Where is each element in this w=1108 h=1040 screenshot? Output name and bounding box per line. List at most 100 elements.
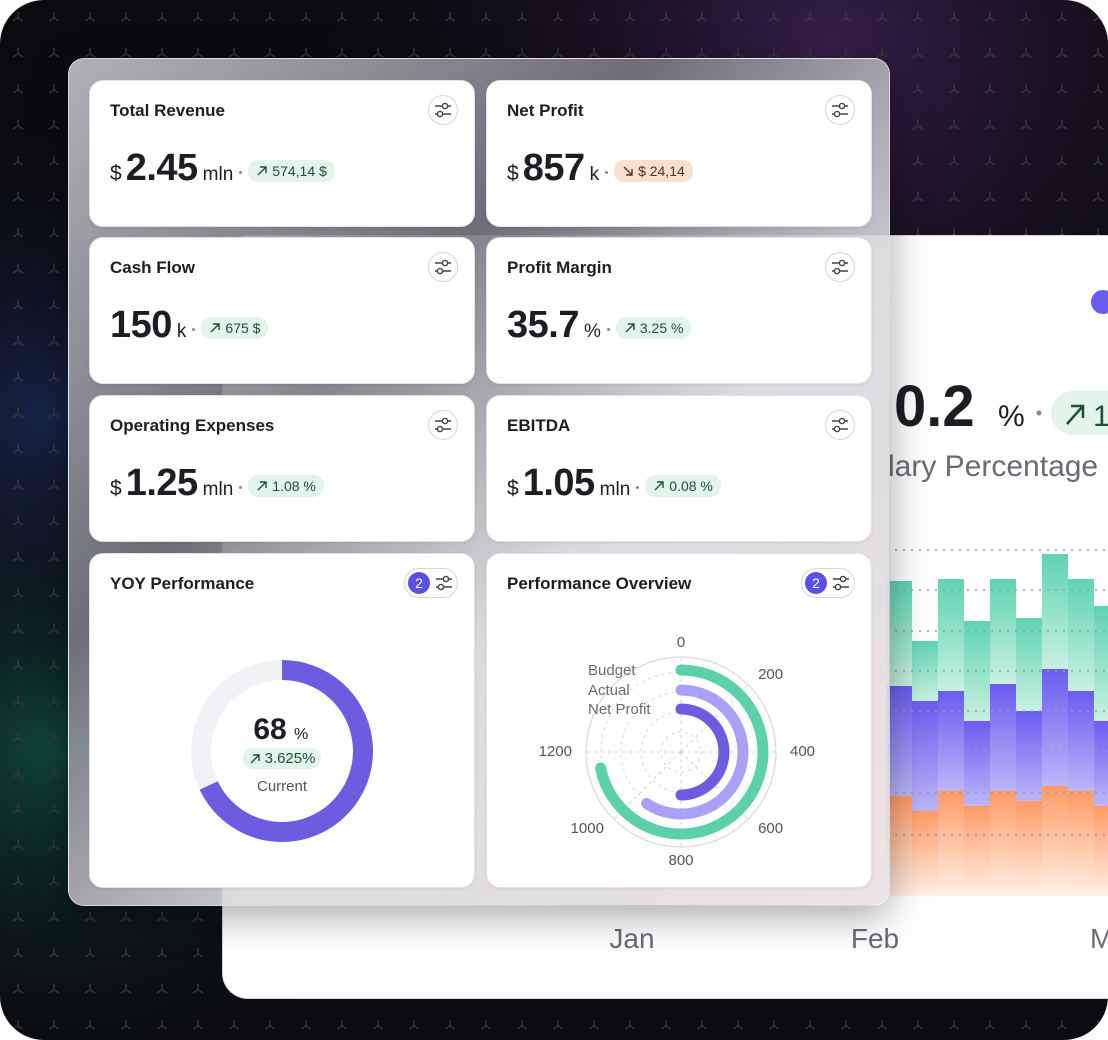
arrow-path: [250, 753, 260, 763]
arrow-path: [257, 481, 267, 491]
value-number: 35.7: [507, 304, 579, 346]
settings-icon: [435, 417, 451, 433]
filter-button[interactable]: 2: [801, 568, 855, 598]
icon-knob: [833, 110, 841, 118]
filter-button[interactable]: [825, 410, 855, 440]
value-number: 150: [110, 304, 172, 346]
polar-tick-label: 1000: [571, 820, 604, 837]
separator: [606, 328, 610, 331]
polar-grid-ring: [660, 731, 702, 773]
background-bars: [871, 549, 1108, 896]
donut-unit: %: [294, 726, 308, 743]
icon-knob: [441, 417, 449, 425]
badge-value: 1: [1093, 400, 1108, 433]
settings-icon: [832, 417, 848, 433]
donut-label: Current: [257, 778, 308, 795]
change-badge: 3.625%: [242, 748, 322, 769]
value-number: 857: [522, 147, 585, 189]
settings-icon: [833, 575, 849, 591]
big-unit: %: [998, 400, 1025, 433]
filter-count: 2: [805, 572, 827, 594]
icon-knob: [833, 267, 841, 275]
separator: [1036, 410, 1042, 416]
card-title: Net Profit: [507, 101, 584, 120]
change-badge: 675 $: [201, 317, 269, 339]
value-prefix: $: [507, 477, 519, 500]
change-badge: 574,14 $: [248, 160, 335, 182]
arrow-path: [654, 481, 664, 491]
card-title: Performance Overview: [507, 574, 692, 593]
polar-tick-label: 400: [790, 743, 815, 760]
polar-tick-label: 200: [758, 666, 783, 683]
card-title: Operating Expenses: [110, 416, 275, 435]
filter-button[interactable]: [428, 95, 458, 125]
value-unit: mln: [599, 479, 631, 500]
change-badge: 1.08 %: [248, 475, 324, 497]
change-value: 0.08 %: [669, 478, 713, 494]
month-label: M: [1090, 923, 1108, 954]
trend-arrow: [257, 166, 267, 176]
trend-arrow: [625, 323, 635, 333]
icon-knob: [436, 267, 444, 275]
settings-icon: [435, 259, 451, 275]
badge: [1051, 391, 1108, 435]
change-value: 574,14 $: [272, 163, 327, 179]
kpi-card: Total Revenue $2.45 mln 574,14 $: [89, 80, 475, 227]
polar-tick-label: 600: [758, 820, 783, 837]
icon-knob: [839, 575, 847, 583]
filter-button[interactable]: [825, 252, 855, 282]
icon-knob: [436, 425, 444, 433]
badge-holder: 3.625%: [232, 748, 332, 769]
polar-tick-label: 0: [677, 634, 685, 651]
change-value: 1.08 %: [272, 478, 316, 494]
arrow-path: [210, 323, 221, 333]
value-row: 35.7% 3.25 %: [507, 304, 692, 347]
arrow-path: [257, 166, 267, 176]
value-prefix: $: [507, 162, 519, 185]
change-value: $ 24,14: [638, 163, 685, 179]
value-number: 2.45: [125, 147, 198, 189]
settings-icon: [832, 102, 848, 118]
value-row: $857 k $ 24,14: [507, 147, 693, 190]
month-label: Feb: [851, 923, 899, 954]
filter-button[interactable]: [428, 410, 458, 440]
card-title: Profit Margin: [507, 258, 612, 277]
radial-bar-chart: 0 200 400 600 800 1000 1200 Budget Actual Net Pro…: [539, 634, 815, 869]
value-row: 150 k 675 $: [110, 304, 269, 347]
series-label: Budget: [588, 662, 636, 679]
settings-icon: [832, 259, 848, 275]
legend-dot: [1091, 290, 1108, 314]
month-label: Jan: [609, 923, 654, 954]
kpi-card: EBITDA $1.05 mln 0.08 %: [486, 395, 872, 542]
arrow-path: [625, 323, 635, 333]
icon-knob: [436, 110, 444, 118]
value-unit: k: [589, 164, 600, 185]
trend-arrow: [257, 481, 267, 491]
value-unit: %: [583, 321, 601, 342]
trend-arrow: [210, 323, 221, 333]
badge-wrap: 3.625%: [232, 748, 332, 769]
trend-arrow: [654, 481, 664, 491]
icon-knob: [834, 583, 842, 591]
icon-knob: [833, 425, 841, 433]
card-title: YOY Performance: [110, 574, 255, 593]
change-value: 3.625%: [264, 750, 316, 767]
icon-knob: [437, 583, 445, 591]
donut-arc: [199, 660, 373, 842]
donut-value: 68: [253, 713, 286, 746]
filter-button[interactable]: 2: [404, 568, 458, 598]
filter-button[interactable]: [428, 252, 458, 282]
card-title: Total Revenue: [110, 101, 225, 120]
kpi-card: Operating Expenses $1.25 mln 1.08 %: [89, 395, 475, 542]
kpi-card: Profit Margin 35.7% 3.25 %: [486, 237, 872, 384]
separator: [239, 486, 243, 489]
value-prefix: $: [110, 162, 122, 185]
value-number: 1.25: [125, 462, 198, 504]
change-badge: 3.25 %: [615, 317, 692, 339]
radial-bar: [641, 684, 749, 820]
polar-tick-label: 800: [668, 852, 693, 869]
filter-button[interactable]: [825, 95, 855, 125]
background-chart: 0.2 % 1 lary Percentage Jan Feb M: [609, 290, 1108, 954]
yoy-card: YOY Performance 2 68% 3.625% Current: [89, 553, 475, 888]
